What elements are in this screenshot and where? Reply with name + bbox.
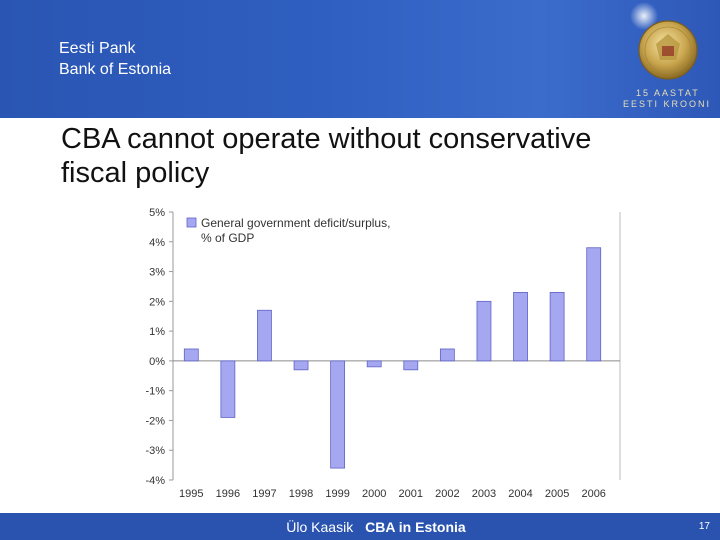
y-tick-label: 0% — [149, 356, 165, 368]
footer-topic: CBA in Estonia — [365, 519, 466, 535]
bar-2006 — [586, 247, 602, 362]
footer-author: Ülo Kaasik — [286, 519, 354, 535]
legend-label-line2: % of GDP — [201, 231, 254, 245]
x-tick-label: 2001 — [399, 488, 423, 500]
bar-1997 — [257, 309, 272, 362]
bank-name-english: Bank of Estonia — [59, 61, 172, 78]
bar-1998 — [293, 360, 309, 371]
bar-2005 — [549, 291, 565, 362]
chart-bars — [183, 247, 602, 469]
chart-axes — [169, 211, 621, 481]
chart-labels: 5% 4% 3% 2% 1% 0% -1% -2% -3% -4% 1995 1996 1997 1998… — [145, 207, 606, 500]
bar-2004 — [513, 291, 528, 362]
y-tick-label: -3% — [145, 445, 165, 457]
chart-legend: General government deficit/surplus,% of … — [186, 216, 390, 245]
y-tick-label: 3% — [149, 267, 165, 279]
anniversary-line1: 15 AASTAT — [636, 88, 700, 98]
x-tick-label: 1998 — [289, 488, 313, 500]
bar-1996 — [220, 360, 236, 418]
x-tick-label: 1995 — [179, 488, 203, 500]
bar-2001 — [403, 360, 419, 371]
coin-logo-icon — [630, 2, 698, 80]
y-tick-label: -2% — [145, 415, 165, 427]
footer-bar: Ülo Kaasik CBA in Estonia 17 — [0, 513, 720, 540]
x-tick-label: 1997 — [252, 488, 276, 500]
y-tick-label: 4% — [149, 237, 165, 249]
anniversary-line2: EESTI KROONI — [623, 99, 712, 109]
x-tick-label: 1996 — [216, 488, 240, 500]
bar-1995 — [183, 348, 199, 362]
x-tick-label: 2006 — [581, 488, 605, 500]
bank-name-estonian: Eesti Pank — [59, 40, 136, 57]
bar-2002 — [439, 348, 455, 362]
legend-swatch — [186, 217, 197, 228]
y-tick-label: 2% — [149, 296, 165, 308]
bar-2000 — [366, 360, 382, 368]
legend-label: General government deficit/surplus, — [201, 216, 390, 230]
y-tick-label: -4% — [145, 475, 165, 487]
y-tick-label: 1% — [149, 326, 165, 338]
header-banner: Eesti Pank Bank of Estonia 15 AASTAT EES… — [0, 0, 720, 118]
bar-2003 — [476, 300, 492, 362]
x-tick-label: 2000 — [362, 488, 386, 500]
x-tick-label: 1999 — [325, 488, 349, 500]
slide-title: CBA cannot operate without conservative … — [61, 123, 592, 189]
x-tick-label: 2005 — [545, 488, 569, 500]
x-tick-label: 2002 — [435, 488, 459, 500]
x-tick-label: 2003 — [472, 488, 496, 500]
y-tick-label: 5% — [149, 207, 165, 219]
y-tick-label: -1% — [145, 386, 165, 398]
page-number: 17 — [698, 521, 710, 532]
footer-text: Ülo Kaasik CBA in Estonia — [0, 519, 720, 535]
x-tick-label: 2004 — [508, 488, 532, 500]
bar-1999 — [330, 360, 346, 469]
